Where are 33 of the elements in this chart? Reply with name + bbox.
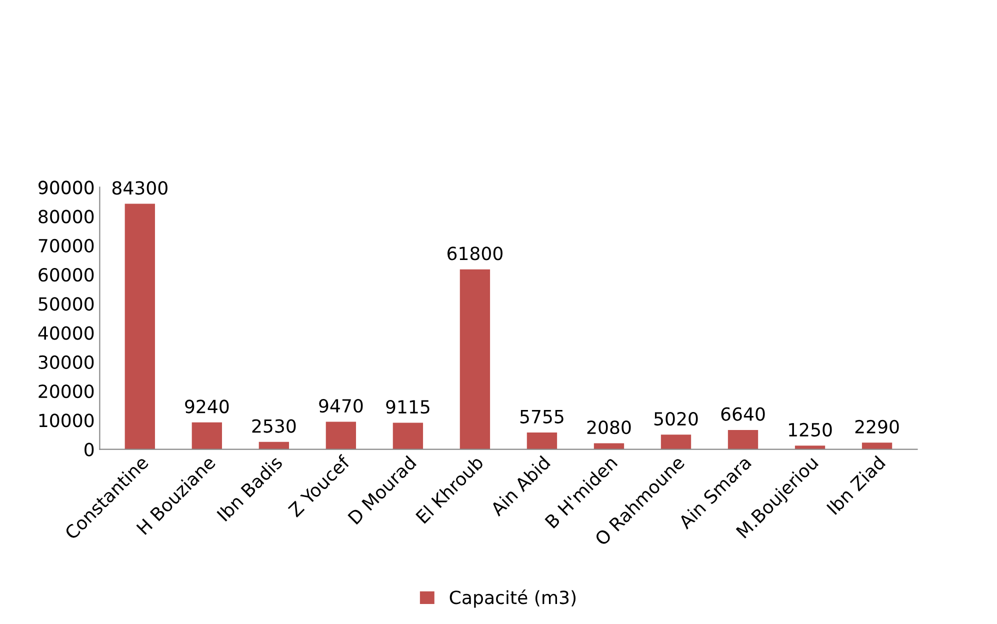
bar: [526, 432, 558, 450]
bar: [326, 422, 356, 450]
data-label: 9115: [386, 400, 430, 414]
data-label: 5755: [520, 410, 564, 424]
bar: [192, 422, 222, 450]
bar: [660, 434, 692, 450]
legend-label: Capacité (m3): [450, 590, 576, 608]
bar: [594, 443, 624, 450]
data-label: 2290: [855, 420, 899, 434]
bar: [728, 430, 758, 450]
data-label: 2530: [252, 419, 296, 433]
y-tick-label: 10000: [39, 414, 94, 428]
y-tick-label: 0: [84, 442, 94, 456]
bar: [460, 269, 490, 450]
data-label: 2080: [587, 420, 631, 434]
y-tick-label: 90000: [38, 180, 94, 194]
y-tick-label: 50000: [38, 297, 94, 311]
y-tick-label: 80000: [38, 210, 94, 224]
y-tick-label: 20000: [38, 384, 94, 398]
data-label: 5020: [654, 412, 698, 426]
y-tick-label: 40000: [38, 326, 94, 340]
data-label: 84300: [112, 181, 168, 195]
bar: [862, 442, 892, 450]
y-tick-label: 60000: [38, 268, 94, 282]
data-label: 1250: [789, 422, 832, 437]
data-label: 9470: [319, 398, 363, 413]
y-tick-label: 70000: [38, 238, 94, 253]
y-tick-label: 30000: [38, 355, 94, 370]
bar: [392, 422, 424, 450]
bar: [124, 204, 155, 450]
data-label: 6640: [721, 407, 765, 421]
data-label: 61800: [448, 246, 502, 260]
data-label: 9240: [185, 400, 229, 414]
